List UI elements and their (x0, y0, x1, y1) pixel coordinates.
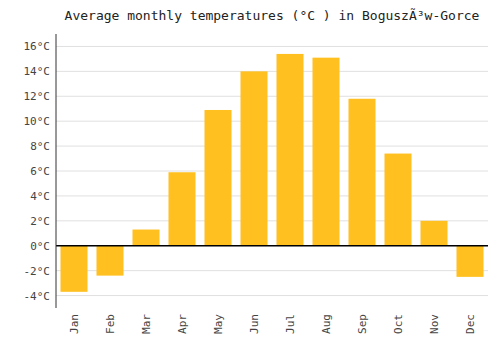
grid-line (56, 46, 488, 47)
bar (457, 246, 484, 277)
y-tick-label: 6°C (30, 165, 50, 178)
grid-line (56, 71, 488, 72)
x-tick-label: May (212, 314, 225, 334)
grid-line (56, 295, 488, 296)
bar (241, 71, 268, 245)
grid-line (56, 195, 488, 196)
chart: Average monthly temperatures (°C ) in Bo… (0, 0, 500, 350)
grid-line (56, 121, 488, 122)
x-tick-label: Mar (140, 314, 153, 334)
y-tick-label: 8°C (30, 140, 50, 153)
bar (61, 246, 88, 292)
grid (56, 46, 488, 295)
y-tick-label: 12°C (24, 90, 51, 103)
bar (313, 58, 340, 246)
x-tick-label: Dec (464, 314, 477, 334)
y-tick-label: 14°C (24, 65, 51, 78)
bar (421, 221, 448, 246)
bar (277, 54, 304, 246)
bar (97, 246, 124, 276)
y-tick-label: 10°C (24, 115, 51, 128)
x-tick-label: Jul (284, 314, 297, 334)
bar (385, 154, 412, 246)
y-tick-label: -2°C (24, 265, 51, 278)
y-tick-label: 16°C (24, 40, 51, 53)
y-tick-label: 2°C (30, 215, 50, 228)
x-tick-label: Jun (248, 314, 261, 334)
x-tick-label: Sep (356, 314, 369, 334)
y-tick-label: 0°C (30, 240, 50, 253)
x-tick-label: Apr (176, 314, 189, 334)
y-tick-label: -4°C (24, 290, 51, 303)
grid-line (56, 96, 488, 97)
bar (133, 230, 160, 246)
y-tick-label: 4°C (30, 190, 50, 203)
x-tick-label: Oct (392, 314, 405, 334)
x-tick-label: Feb (104, 314, 117, 334)
bar (349, 99, 376, 246)
bars (61, 54, 484, 292)
bar (169, 172, 196, 245)
zero-line (56, 245, 488, 247)
bar (205, 110, 232, 246)
grid-line (56, 171, 488, 172)
y-axis (56, 34, 57, 308)
x-tick-label: Aug (320, 314, 333, 334)
x-tick-label: Jan (68, 314, 81, 334)
x-tick-label: Nov (428, 314, 441, 334)
grid-line (56, 245, 488, 246)
title: Average monthly temperatures (°C ) in Bo… (65, 8, 480, 23)
grid-line (56, 146, 488, 147)
